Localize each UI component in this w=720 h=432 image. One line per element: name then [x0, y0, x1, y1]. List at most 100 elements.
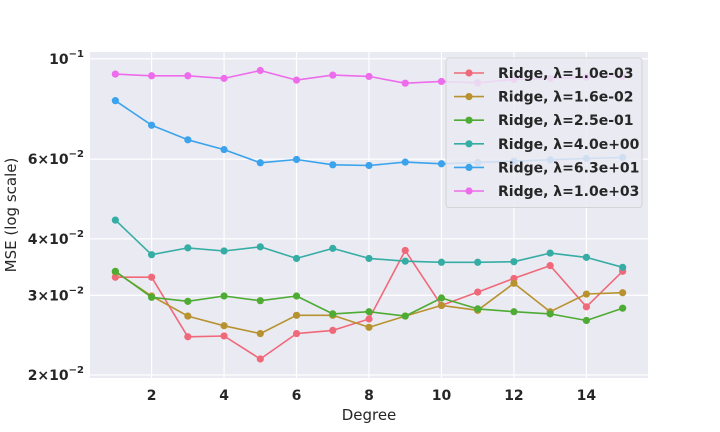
- data-point: [147, 72, 156, 80]
- legend-item: Ridge, λ=6.3e+01: [454, 160, 639, 176]
- x-tick-label: 12: [504, 388, 523, 404]
- data-point: [329, 310, 337, 318]
- data-point: [329, 161, 337, 169]
- y-tick-exponent: −2: [69, 285, 84, 296]
- data-point: [365, 315, 373, 323]
- data-point: [256, 355, 264, 363]
- y-tick-base: 6×10: [28, 152, 69, 168]
- data-point: [184, 72, 192, 80]
- series-1: [111, 246, 627, 363]
- data-point: [437, 160, 446, 168]
- data-point: [546, 310, 554, 318]
- legend-swatch-marker: [465, 116, 473, 124]
- data-point: [401, 257, 409, 265]
- data-point: [474, 305, 482, 313]
- y-tick-label: 2×10−2: [28, 365, 84, 384]
- data-point: [184, 312, 192, 320]
- data-point: [582, 303, 591, 311]
- data-point: [184, 333, 192, 341]
- legend-label: Ridge, λ=1.0e-03: [498, 66, 634, 82]
- series-3: [111, 267, 627, 325]
- data-point: [401, 246, 409, 255]
- data-point: [365, 254, 373, 263]
- data-point: [220, 322, 228, 330]
- y-tick-base: 3×10: [28, 288, 69, 304]
- data-point: [582, 316, 591, 325]
- data-point: [111, 97, 119, 105]
- data-point: [582, 290, 591, 298]
- x-tick-label: 6: [292, 388, 302, 404]
- data-point: [401, 312, 409, 320]
- data-point: [220, 145, 228, 154]
- data-point: [437, 77, 446, 86]
- x-axis-label: Degree: [342, 406, 397, 424]
- legend-swatch-marker: [465, 93, 473, 101]
- data-point: [546, 249, 554, 257]
- data-point: [220, 332, 228, 340]
- data-point: [184, 244, 192, 252]
- data-point: [147, 251, 156, 259]
- legend-item: Ridge, λ=1.6e-02: [454, 90, 634, 106]
- data-point: [619, 263, 627, 271]
- data-point: [365, 323, 373, 331]
- data-point: [510, 258, 518, 266]
- data-point: [147, 121, 156, 129]
- data-point: [474, 288, 482, 296]
- data-point: [329, 244, 337, 252]
- legend-label: Ridge, λ=6.3e+01: [498, 160, 639, 176]
- data-point: [184, 136, 192, 144]
- data-point: [292, 155, 301, 164]
- legend-item: Ridge, λ=1.0e+03: [454, 184, 639, 200]
- data-point: [184, 297, 192, 305]
- legend-label: Ridge, λ=4.0e+00: [498, 137, 640, 153]
- y-tick-exponent: −2: [69, 365, 84, 376]
- y-tick-base: 4×10: [28, 232, 69, 248]
- y-tick-label: 4×10−2: [28, 229, 84, 248]
- data-point: [147, 293, 156, 301]
- legend: Ridge, λ=1.0e-03 Ridge, λ=1.6e-02 Ridge, λ…: [445, 57, 643, 209]
- data-point: [329, 71, 337, 79]
- data-point: [510, 308, 518, 316]
- legend-item: Ridge, λ=4.0e+00: [454, 137, 640, 153]
- legend-label: Ridge, λ=1.6e-02: [498, 90, 634, 106]
- data-point: [365, 308, 373, 316]
- data-point: [401, 79, 409, 87]
- y-axis-label: MSE (log scale): [2, 158, 20, 273]
- data-point: [256, 243, 264, 251]
- data-point: [437, 258, 446, 266]
- data-point: [292, 311, 301, 319]
- y-tick-exponent: −2: [69, 149, 84, 160]
- legend-label: Ridge, λ=1.0e+03: [498, 184, 639, 200]
- x-tick-label: 10: [432, 388, 452, 404]
- data-point: [292, 329, 301, 338]
- data-point: [111, 70, 119, 78]
- data-point: [619, 289, 627, 297]
- y-tick-exponent: −1: [69, 49, 84, 60]
- data-point: [292, 254, 301, 263]
- data-point: [437, 294, 446, 302]
- series-4: [111, 216, 627, 271]
- legend-item: Ridge, λ=1.0e-03: [454, 66, 634, 82]
- data-point: [256, 159, 264, 167]
- data-point: [256, 297, 264, 305]
- data-point: [365, 72, 373, 81]
- legend-swatch-marker: [465, 163, 473, 171]
- legend-swatch-marker: [465, 69, 473, 77]
- y-tick-base: 10: [49, 52, 69, 68]
- data-point: [365, 161, 373, 170]
- data-point: [220, 292, 228, 300]
- x-tick-label: 14: [577, 388, 597, 404]
- data-point: [256, 329, 264, 338]
- ticks-layer: 2 4 6 8 10 12 142×10−23×10−24×10−26×10−210−1: [28, 49, 597, 404]
- legend-label: Ridge, λ=2.5e-01: [498, 113, 634, 129]
- y-tick-label: 3×10−2: [28, 285, 84, 304]
- data-point: [292, 292, 301, 300]
- data-point: [147, 273, 156, 281]
- data-point: [546, 262, 554, 270]
- data-point: [582, 253, 591, 261]
- data-point: [619, 304, 627, 312]
- y-tick-label: 6×10−2: [28, 149, 84, 168]
- data-point: [111, 273, 119, 281]
- x-tick-label: 2: [147, 388, 157, 404]
